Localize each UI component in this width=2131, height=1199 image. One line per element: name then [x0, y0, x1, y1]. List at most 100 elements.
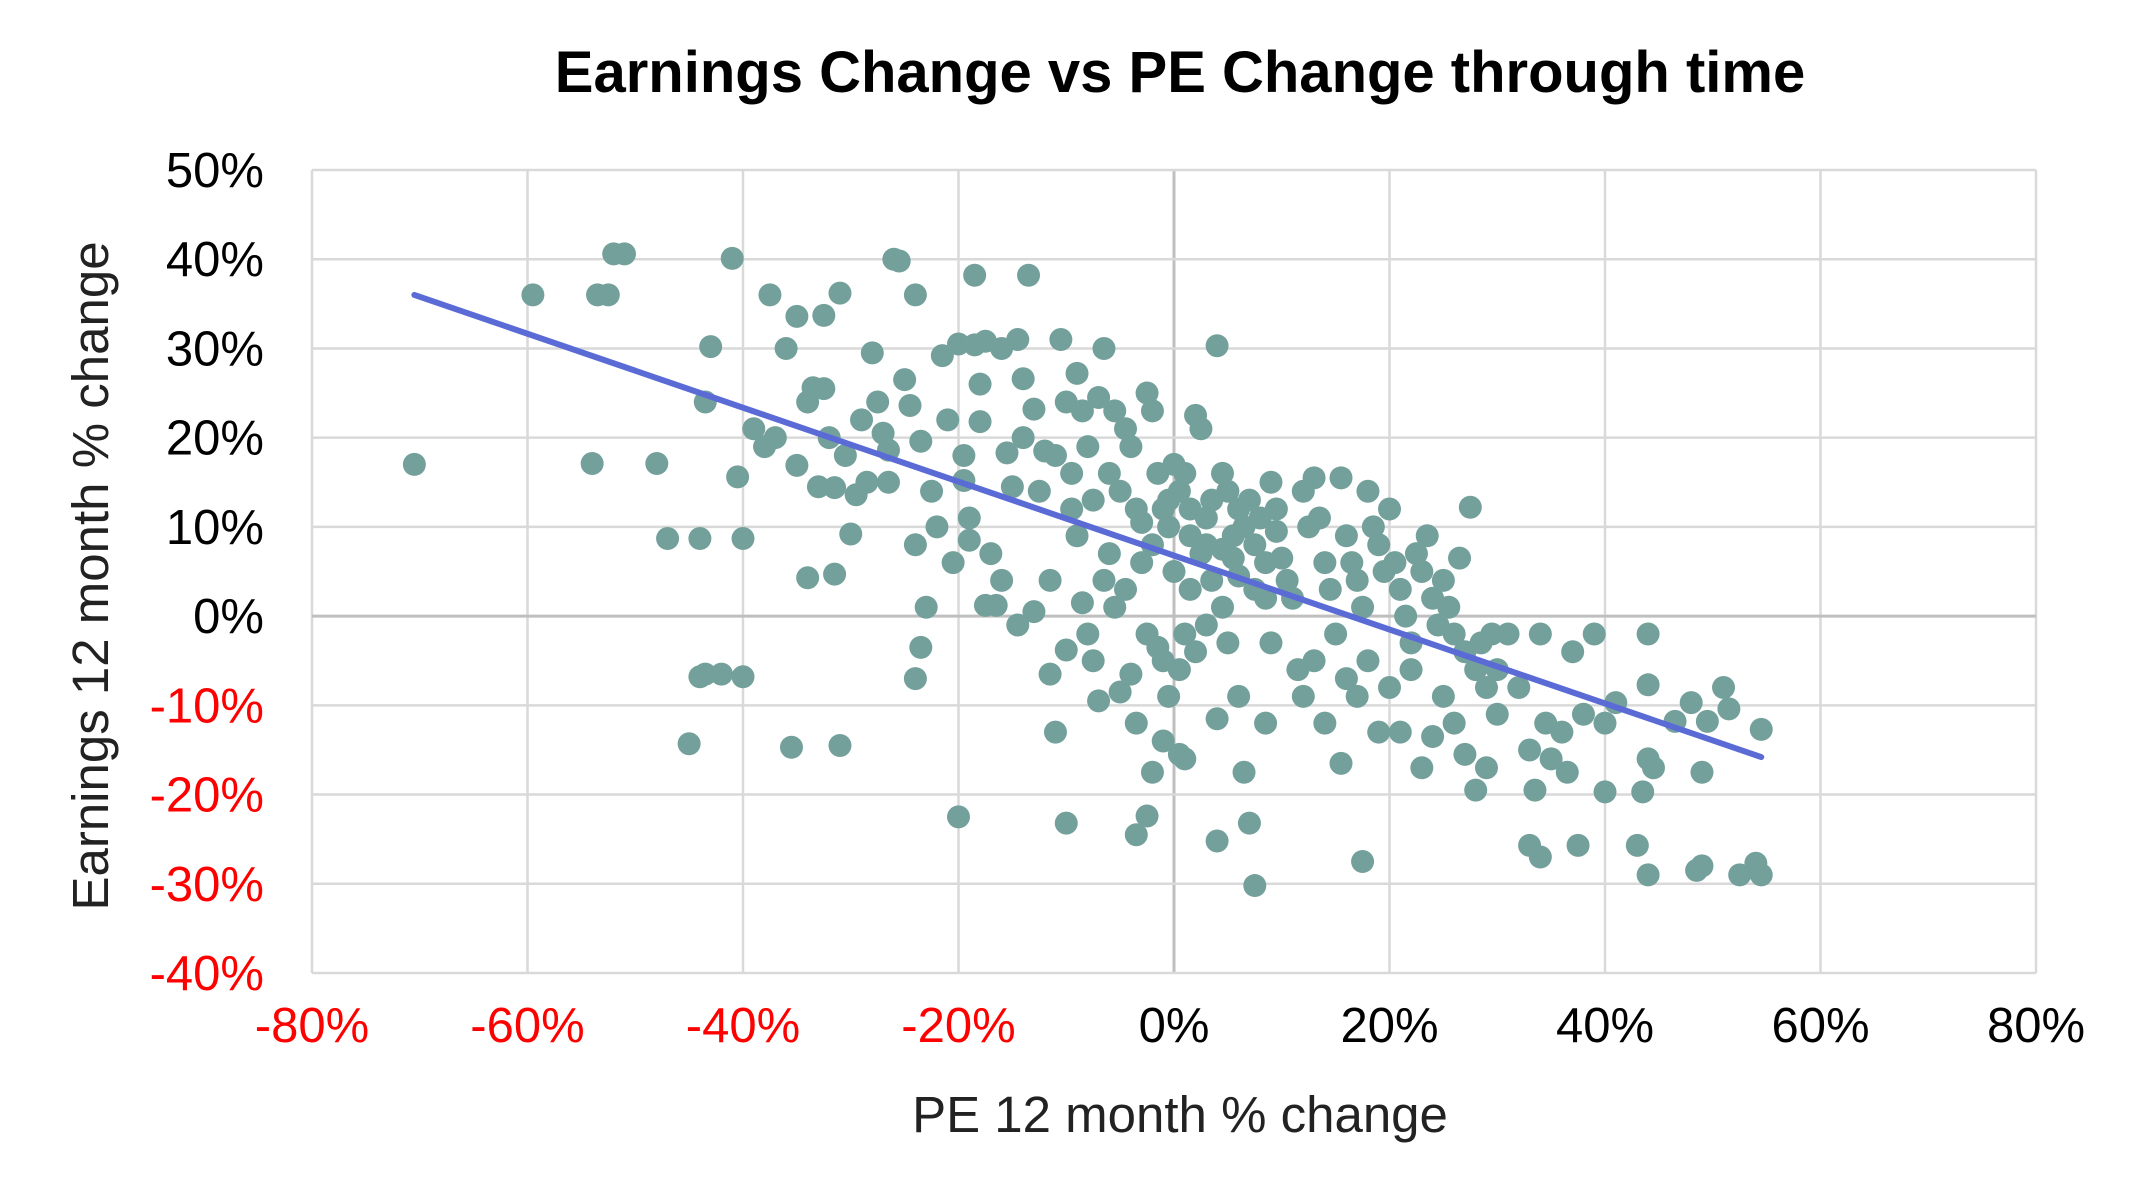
data-point	[1049, 328, 1073, 352]
data-point	[909, 635, 933, 659]
data-point	[796, 566, 820, 590]
data-point	[947, 805, 970, 829]
data-point	[1210, 461, 1234, 485]
data-point	[1216, 631, 1240, 655]
data-point	[1022, 397, 1046, 421]
data-point	[1184, 640, 1208, 664]
data-point	[1313, 551, 1337, 575]
data-point	[596, 283, 620, 307]
data-point	[1340, 551, 1364, 575]
data-point	[1178, 577, 1202, 601]
data-point	[839, 522, 863, 546]
data-point	[645, 452, 669, 476]
data-point	[1291, 684, 1315, 708]
data-point	[1135, 804, 1159, 828]
data-point	[866, 390, 890, 414]
data-point	[1378, 497, 1401, 521]
data-point	[1539, 747, 1563, 771]
data-point	[1097, 461, 1121, 485]
data-point	[1210, 595, 1234, 619]
data-point	[1561, 640, 1585, 664]
data-point	[1151, 729, 1175, 753]
data-point	[1636, 863, 1660, 887]
data-point	[1076, 435, 1100, 459]
data-point	[1194, 506, 1218, 530]
data-point	[1550, 720, 1574, 744]
data-point	[1103, 595, 1127, 619]
data-point	[1243, 874, 1267, 898]
data-point	[656, 526, 680, 550]
data-point	[731, 526, 755, 550]
data-point	[1351, 849, 1375, 873]
data-point	[855, 470, 879, 494]
data-point	[1130, 510, 1154, 534]
data-point	[731, 665, 755, 689]
data-point	[812, 303, 836, 327]
x-tick-label: 20%	[1340, 999, 1438, 1053]
data-point	[850, 408, 874, 432]
data-point	[968, 372, 992, 396]
data-point	[1140, 760, 1164, 784]
data-point	[860, 341, 884, 365]
data-point	[1474, 675, 1498, 699]
data-point	[720, 246, 744, 270]
data-point	[1528, 622, 1552, 646]
data-point	[1157, 684, 1181, 708]
data-point	[1097, 542, 1121, 566]
data-point	[1237, 488, 1261, 512]
data-point	[1237, 811, 1261, 835]
data-point	[973, 593, 997, 617]
data-points	[402, 242, 1773, 898]
data-point	[1264, 519, 1288, 543]
data-point	[1593, 780, 1617, 804]
x-tick-label: 60%	[1771, 999, 1869, 1053]
data-point	[1593, 711, 1617, 735]
data-point	[1205, 707, 1229, 731]
data-point	[1313, 711, 1337, 735]
data-point	[1394, 604, 1418, 628]
y-tick-label: -10%	[150, 679, 264, 733]
data-point	[1017, 263, 1041, 287]
data-point	[833, 444, 857, 468]
data-point	[1528, 845, 1552, 869]
data-point	[995, 441, 1019, 465]
data-point	[1054, 638, 1078, 662]
data-point	[1361, 515, 1385, 539]
y-axis-label: Earnings 12 month % change	[62, 241, 119, 910]
data-point	[914, 595, 938, 619]
data-point	[1351, 595, 1375, 619]
data-point	[1712, 675, 1736, 699]
data-point	[1307, 506, 1331, 530]
data-point	[1108, 680, 1132, 704]
data-point	[1474, 756, 1498, 780]
data-point	[1254, 711, 1278, 735]
data-point	[1140, 399, 1164, 423]
data-point	[1081, 488, 1105, 512]
data-point	[1367, 720, 1391, 744]
data-point	[1555, 760, 1579, 784]
data-point	[1205, 829, 1229, 853]
y-tick-label: -20%	[150, 769, 264, 823]
data-point	[930, 344, 954, 368]
data-point	[612, 242, 636, 266]
data-point	[1302, 649, 1326, 673]
data-point	[903, 533, 927, 557]
data-point	[758, 283, 782, 307]
data-point	[1167, 479, 1191, 503]
data-point	[1022, 600, 1046, 624]
data-point	[1458, 495, 1482, 519]
data-point	[1200, 568, 1224, 592]
data-point	[1070, 591, 1094, 615]
data-point	[1728, 863, 1752, 887]
data-point	[876, 470, 900, 494]
y-tick-label: 20%	[166, 412, 264, 466]
data-point	[1006, 613, 1030, 637]
data-point	[1087, 689, 1111, 713]
data-point	[1641, 756, 1665, 780]
data-point	[1162, 560, 1186, 583]
data-point	[1749, 863, 1773, 887]
data-point	[785, 304, 809, 328]
data-point	[979, 542, 1003, 566]
data-point	[1194, 613, 1218, 637]
